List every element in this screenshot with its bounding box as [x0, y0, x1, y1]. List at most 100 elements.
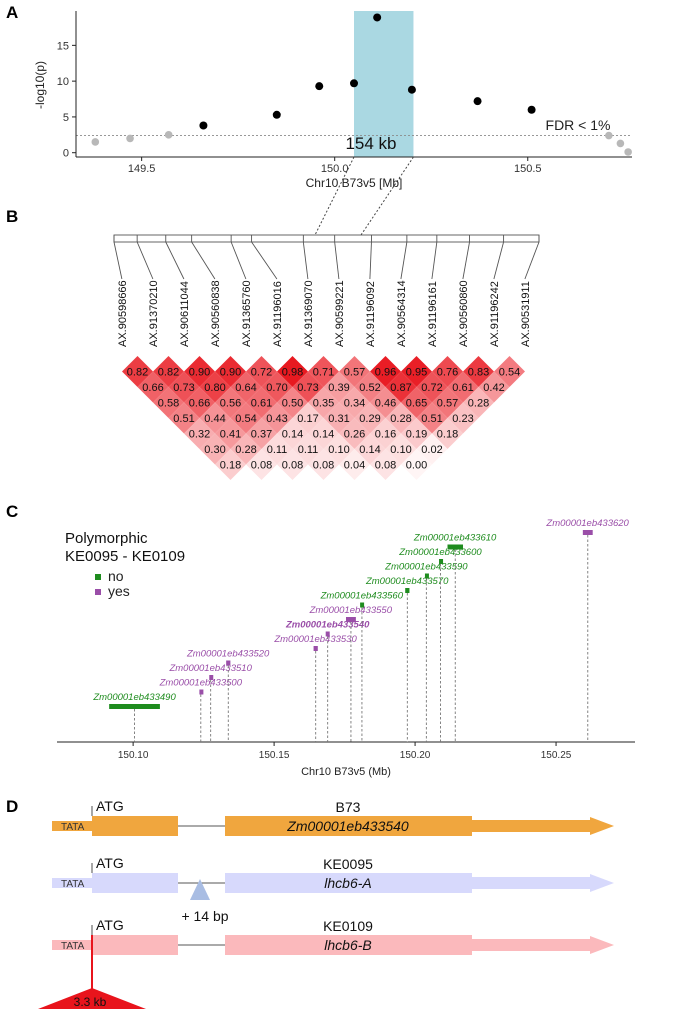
gene-body	[226, 660, 231, 666]
panel-b-ld-plot: AX.90598666 AX.91370210 AX.90611044 AX.9056…	[113, 234, 540, 480]
x-tick-label: 150.15	[259, 750, 290, 761]
ld-value: 0.37	[251, 429, 272, 441]
ld-value: 0.17	[297, 413, 318, 425]
gene-label: Zm00001eb433500	[159, 678, 243, 689]
y-tick-label: 0	[63, 148, 69, 160]
exon-1	[92, 935, 178, 955]
gene-label: Zm00001eb433510	[168, 663, 252, 674]
ld-value: 0.72	[421, 382, 442, 394]
legend-title-line-1: Polymorphic	[65, 530, 148, 547]
marker-connector	[230, 241, 247, 280]
atg-label: ATG	[96, 855, 124, 871]
ld-value: 0.52	[359, 382, 380, 394]
significant-snp-point	[315, 82, 324, 91]
tata-label: TATA	[61, 822, 85, 833]
marker-label: AX.91365760	[241, 280, 253, 347]
gene-body	[582, 530, 593, 535]
ld-value: 0.66	[189, 398, 210, 410]
ld-value: 0.70	[266, 382, 287, 394]
x-tick-label: 150.10	[118, 750, 149, 761]
promoter-region	[52, 940, 92, 950]
ld-value: 0.34	[344, 398, 365, 410]
allele-name: B73	[336, 799, 361, 815]
marker-connector	[493, 241, 505, 280]
nonsignificant-snp-point	[164, 131, 173, 139]
exon-2	[225, 935, 472, 955]
ld-value: 0.23	[452, 413, 473, 425]
marker-label: AX.90611044	[179, 281, 191, 347]
marker-label: AX.90560860	[458, 280, 470, 347]
x-tick-label: 150.5	[514, 163, 542, 175]
utr-arrow	[472, 817, 614, 835]
exon-1	[92, 873, 178, 893]
ld-value: 0.54	[499, 367, 520, 379]
significant-snp-point	[527, 105, 536, 114]
gene-label: Zm00001eb433590	[384, 562, 468, 573]
x-tick-label: 150.20	[400, 750, 431, 761]
gene-label: Zm00001eb433570	[365, 576, 449, 587]
marker-label: AX.91196016	[272, 281, 284, 347]
marker-connector	[302, 241, 309, 280]
ld-value: 0.19	[406, 429, 427, 441]
ld-value: 0.83	[468, 367, 489, 379]
ld-value: 0.28	[390, 413, 411, 425]
insertion-label: + 14 bp	[181, 908, 228, 924]
tata-label: TATA	[61, 879, 85, 890]
marker-label: AX.91196161	[427, 281, 439, 347]
gene-body	[346, 617, 356, 622]
ld-value: 0.02	[421, 444, 442, 456]
ld-value: 0.64	[235, 382, 256, 394]
gene-label: Zm00001eb433620	[545, 518, 629, 529]
ld-value: 0.44	[204, 413, 225, 425]
ld-value: 0.14	[282, 429, 303, 441]
ld-value: 0.43	[266, 413, 287, 425]
ld-value: 0.54	[235, 413, 256, 425]
marker-connector	[369, 241, 372, 280]
marker-label: AX.90599221	[334, 280, 346, 347]
promoter-region	[52, 878, 92, 888]
y-tick-label: 10	[57, 76, 69, 88]
ld-cell	[246, 449, 277, 480]
marker-label: AX.90564314	[396, 280, 408, 347]
tata-label: TATA	[61, 941, 85, 952]
gene-body	[360, 602, 365, 608]
nonsignificant-snp-point	[616, 139, 625, 148]
gene-label: Zm00001eb433530	[273, 634, 357, 645]
ld-value: 0.57	[437, 398, 458, 410]
x-tick-label: 149.5	[128, 163, 156, 175]
y-tick-label: 15	[57, 40, 69, 52]
nonsignificant-snp-point	[605, 131, 613, 140]
ld-value: 0.42	[483, 382, 504, 394]
gene-name: lhcb6-B	[324, 937, 371, 953]
x-tick-label: 150.25	[541, 750, 572, 761]
marker-connector	[251, 241, 278, 280]
gene-label: Zm00001eb433540	[285, 620, 370, 631]
ld-value: 0.14	[359, 444, 380, 456]
panel-c-label: C	[6, 502, 18, 521]
significant-snp-point	[272, 110, 281, 119]
ld-value: 0.28	[468, 398, 489, 410]
ld-value: 0.10	[328, 444, 349, 456]
utr-arrow	[472, 874, 614, 892]
panel-a-label: A	[6, 3, 18, 22]
atg-label: ATG	[96, 798, 124, 814]
gene-body	[424, 573, 429, 579]
region-highlight	[354, 11, 414, 157]
ld-value: 0.10	[390, 444, 411, 456]
allele-name: KE0109	[323, 918, 373, 934]
ld-value: 0.32	[189, 429, 210, 441]
marker-connector	[334, 241, 340, 280]
panel-c-gene-track: 150.10 150.15 150.20 150.25 Chr10 B73v5 (Mb…	[57, 518, 635, 778]
marker-label: AX.91196242	[489, 281, 501, 347]
ld-value: 0.65	[406, 398, 427, 410]
ld-cell	[401, 449, 432, 480]
ld-value: 0.11	[267, 444, 288, 456]
ld-value: 0.58	[158, 398, 179, 410]
ld-value: 0.61	[251, 398, 272, 410]
exon-2	[225, 816, 472, 836]
ld-cell	[308, 449, 339, 480]
ld-value: 0.90	[189, 367, 210, 379]
ld-value: 0.18	[437, 429, 458, 441]
ld-value: 0.08	[375, 460, 396, 472]
ld-value: 0.66	[142, 382, 163, 394]
